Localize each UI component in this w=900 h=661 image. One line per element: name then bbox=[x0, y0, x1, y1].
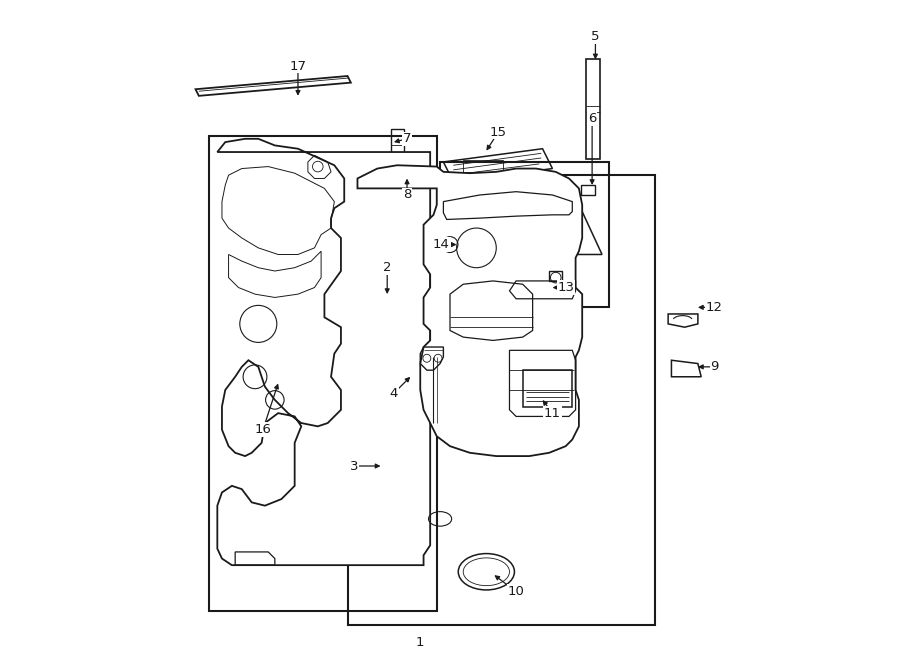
Text: 17: 17 bbox=[290, 59, 307, 73]
Bar bbox=[371, 458, 387, 473]
Text: 14: 14 bbox=[433, 238, 450, 251]
Bar bbox=[464, 160, 503, 172]
Text: 1: 1 bbox=[416, 636, 425, 649]
Text: 7: 7 bbox=[403, 132, 411, 145]
Bar bbox=[209, 136, 436, 611]
Text: 6: 6 bbox=[588, 112, 597, 126]
Text: 16: 16 bbox=[255, 423, 272, 436]
Text: 4: 4 bbox=[390, 387, 398, 400]
Text: 8: 8 bbox=[403, 188, 411, 202]
Polygon shape bbox=[357, 165, 582, 456]
Text: 12: 12 bbox=[706, 301, 723, 314]
Bar bbox=[586, 59, 600, 159]
Text: 5: 5 bbox=[591, 30, 599, 43]
Bar bbox=[523, 370, 572, 407]
Bar bbox=[347, 175, 655, 625]
Text: 2: 2 bbox=[383, 261, 392, 274]
Text: 3: 3 bbox=[350, 459, 358, 473]
Text: 9: 9 bbox=[710, 360, 718, 373]
Text: 13: 13 bbox=[557, 281, 574, 294]
Text: 10: 10 bbox=[508, 585, 525, 598]
Text: 11: 11 bbox=[544, 407, 561, 420]
Text: 15: 15 bbox=[490, 126, 507, 139]
Bar bbox=[440, 162, 608, 307]
Bar bbox=[372, 459, 386, 471]
Polygon shape bbox=[217, 139, 430, 565]
